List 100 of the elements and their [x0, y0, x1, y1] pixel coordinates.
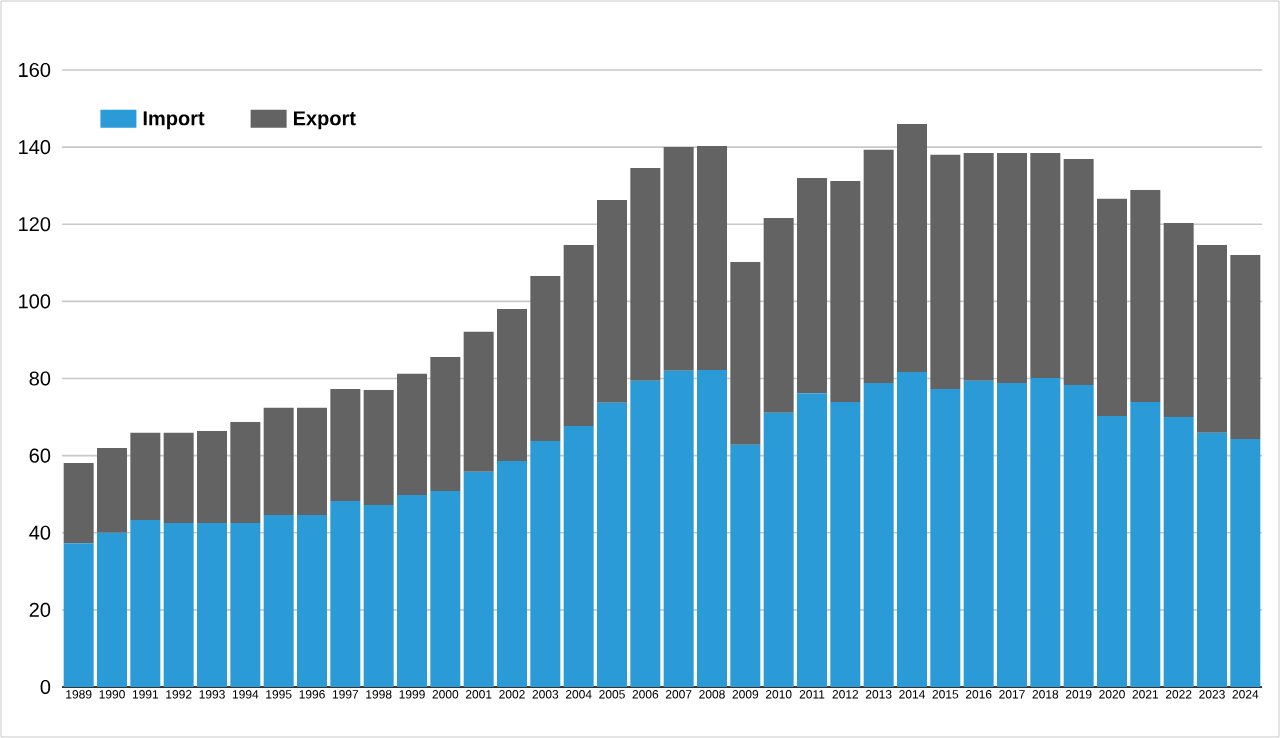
bar	[963, 152, 994, 381]
y-tick-label: 100	[19, 294, 51, 309]
bar	[730, 444, 761, 687]
y-tick-label: 0	[40, 679, 51, 695]
bar	[63, 543, 94, 687]
bar	[1063, 385, 1094, 687]
x-tick-label: 2014	[899, 690, 925, 699]
y-tick-label: 40	[29, 525, 51, 540]
bar	[97, 447, 128, 533]
bar	[97, 532, 128, 687]
x-tick-label: 2013	[865, 690, 892, 699]
bar	[263, 407, 294, 515]
bar	[663, 370, 694, 687]
bar	[863, 383, 894, 687]
bar	[563, 245, 594, 426]
bar	[297, 407, 328, 515]
bar	[930, 388, 961, 687]
y-tick-label: 140	[19, 140, 51, 155]
bar	[463, 331, 494, 472]
bar	[697, 145, 727, 370]
bar	[830, 402, 861, 687]
x-tick-label: 2004	[565, 690, 592, 699]
bar	[330, 501, 361, 687]
bar	[997, 152, 1027, 384]
bar	[630, 380, 661, 687]
x-tick-label: 2005	[599, 690, 625, 699]
bar	[1030, 152, 1061, 379]
legend-label: Import	[143, 111, 205, 130]
bar	[130, 432, 161, 521]
x-tick-label: 2015	[932, 690, 959, 699]
x-tick-label: 2008	[699, 690, 725, 699]
bar	[130, 520, 161, 687]
bar	[1230, 439, 1261, 687]
bar	[1230, 255, 1261, 440]
bar	[997, 383, 1027, 687]
bar	[1197, 432, 1227, 687]
bar	[1130, 402, 1161, 687]
x-tick-label: 1995	[266, 690, 292, 699]
bar	[497, 309, 527, 462]
x-tick-label: 2007	[665, 690, 692, 699]
bar	[863, 149, 894, 384]
x-tick-label: 2002	[499, 690, 525, 699]
bar	[830, 181, 861, 403]
bar	[397, 373, 427, 495]
x-tick-label: 2006	[632, 690, 659, 699]
x-tick-label: 1999	[399, 690, 425, 699]
x-tick-label: 1997	[332, 690, 359, 699]
bar	[163, 432, 194, 524]
bar	[1197, 245, 1227, 433]
bar	[597, 402, 628, 687]
x-tick-label: 1998	[366, 690, 392, 699]
x-tick-label: 1990	[99, 690, 125, 699]
bar	[630, 167, 661, 381]
y-tick-label: 60	[29, 448, 51, 463]
x-tick-label: 2020	[1099, 690, 1125, 699]
bar	[763, 218, 794, 413]
bar	[897, 371, 927, 687]
bar	[1063, 159, 1094, 386]
bar	[363, 390, 394, 505]
y-tick-label: 120	[19, 217, 51, 232]
bar	[797, 177, 827, 394]
bar	[63, 462, 94, 544]
x-tick-label: 2003	[532, 690, 559, 699]
bar	[263, 515, 294, 687]
bar	[663, 147, 694, 371]
y-tick-label: 80	[29, 371, 51, 386]
x-tick-label: 2017	[999, 690, 1025, 699]
legend-label: Export	[293, 111, 356, 130]
bar	[230, 523, 261, 687]
bar	[230, 422, 261, 524]
y-tick-label: 160	[19, 62, 51, 78]
bar	[963, 380, 994, 687]
bar	[530, 440, 561, 687]
bar	[1097, 198, 1127, 416]
bar	[330, 388, 361, 502]
bar	[430, 356, 461, 492]
bar	[797, 393, 827, 687]
bar	[297, 515, 328, 687]
bar	[930, 154, 961, 389]
x-tick-label: 2001	[465, 690, 492, 699]
bar	[430, 491, 461, 687]
bar	[897, 123, 927, 372]
x-tick-label: 1996	[299, 690, 325, 699]
x-tick-label: 1989	[66, 690, 92, 699]
bar	[697, 370, 727, 687]
y-tick-label: 20	[29, 602, 51, 617]
x-tick-label: 2009	[732, 690, 759, 699]
bar	[497, 461, 527, 687]
bar	[1030, 378, 1061, 687]
bar	[1163, 417, 1194, 687]
x-tick-label: 2023	[1199, 690, 1225, 699]
bar	[163, 523, 194, 687]
bar	[1130, 189, 1161, 403]
bar	[197, 523, 228, 687]
bar	[730, 262, 761, 445]
bar	[397, 494, 427, 687]
bar	[1097, 415, 1127, 687]
bar	[363, 504, 394, 687]
x-tick-label: 2021	[1132, 690, 1159, 699]
x-tick-label: 2010	[765, 690, 792, 699]
